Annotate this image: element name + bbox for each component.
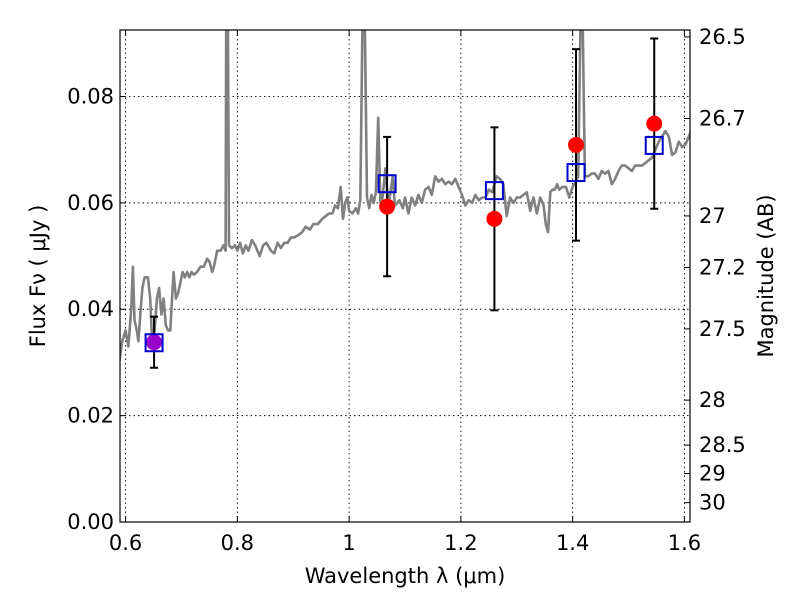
observed-point [486,210,503,227]
x-tick-label: 0.6 [109,531,142,555]
x-tick-label: 1.6 [668,531,701,555]
model-point [144,333,164,353]
y-axis-label: Flux Fν ( μJy ) [26,205,50,348]
observed-point [568,136,584,153]
y-tick-label: 0.00 [67,510,114,534]
plot-frame [119,29,691,523]
mag-tick-label: 28.5 [699,433,746,457]
model-point [644,135,664,155]
observed-point [379,198,396,215]
observed-point [646,115,663,132]
x-tick-label: 1.2 [444,531,477,555]
plot-background [120,30,690,522]
axis-ticks: 0.6 0.8 1 1.2 1.4 1.6 0.00 0.02 0.04 0.06 0.08 26.5… [67,25,746,555]
y2-axis-label: Magnitude (AB) [754,194,778,357]
mag-tick-label: 29 [699,461,726,485]
y-tick-label: 0.02 [67,404,114,428]
x-tick-label: 1.4 [556,531,589,555]
observed-point [146,334,163,351]
spectrum-line [120,30,690,366]
mag-tick-label: 28 [699,388,726,412]
mag-tick-label: 26.5 [699,25,746,49]
photometry-points [144,37,664,369]
mag-tick-label: 27 [699,204,726,228]
y-tick-label: 0.04 [67,297,114,321]
y-tick-label: 0.08 [67,84,114,108]
x-tick-label: 0.8 [221,531,254,555]
plot-area [120,30,690,366]
mag-tick-label: 30 [699,491,726,515]
mag-tick-label: 27.2 [699,255,746,279]
model-point [566,163,586,183]
x-tick-label: 1 [342,531,355,555]
y-tick-label: 0.06 [67,191,114,215]
mag-tick-label: 26.7 [699,107,746,131]
model-point [377,174,397,194]
x-axis-label: Wavelength λ (μm) [305,564,506,588]
model-point [484,181,504,201]
mag-tick-label: 27.5 [699,317,746,341]
